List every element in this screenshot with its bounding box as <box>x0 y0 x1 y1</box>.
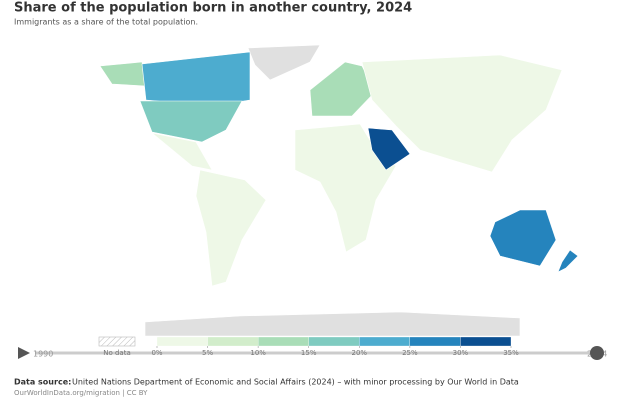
legend-tick-label: 35% <box>503 349 519 357</box>
central-america <box>151 132 213 171</box>
asia <box>361 54 563 173</box>
map <box>99 44 579 337</box>
south-america <box>195 169 267 287</box>
legend-tick-label: 10% <box>250 349 266 357</box>
canada <box>141 51 251 107</box>
legend-tick-label: 30% <box>453 349 469 357</box>
legend-bin <box>359 336 411 347</box>
legend-tick-label: 0% <box>151 349 162 357</box>
url: OurWorldInData.org/migration | CC BY <box>14 389 148 397</box>
legend: No data 0% 5% 10% 15% 20% 25% 30% 35% <box>98 336 519 357</box>
legend-bin <box>207 336 259 347</box>
australia <box>489 209 557 267</box>
legend-bin <box>308 336 360 347</box>
no-data-label: No data <box>103 349 131 357</box>
legend-tick-label: 5% <box>202 349 213 357</box>
source: United Nations Department of Economic an… <box>72 378 519 387</box>
source-label: Data source: <box>14 378 71 387</box>
usa <box>139 100 243 143</box>
greenland <box>247 44 321 81</box>
legend-bin <box>409 336 461 347</box>
timeline-handle[interactable] <box>590 346 604 360</box>
alaska <box>99 61 147 87</box>
new-zealand <box>557 249 579 273</box>
legend-bin <box>257 336 309 347</box>
legend-bin <box>156 336 208 347</box>
subtitle: Immigrants as a share of the total popul… <box>14 18 198 27</box>
timeline-start: 1990 <box>33 350 53 359</box>
legend-bin <box>460 336 512 347</box>
arabia <box>367 127 411 171</box>
title: Share of the population born in another … <box>14 1 412 16</box>
play-button[interactable] <box>18 347 30 359</box>
no-data-swatch <box>98 336 136 347</box>
legend-tick-label: 20% <box>352 349 368 357</box>
antarctica <box>144 311 521 337</box>
legend-tick-label: 15% <box>301 349 317 357</box>
legend-tick-label: 25% <box>402 349 418 357</box>
